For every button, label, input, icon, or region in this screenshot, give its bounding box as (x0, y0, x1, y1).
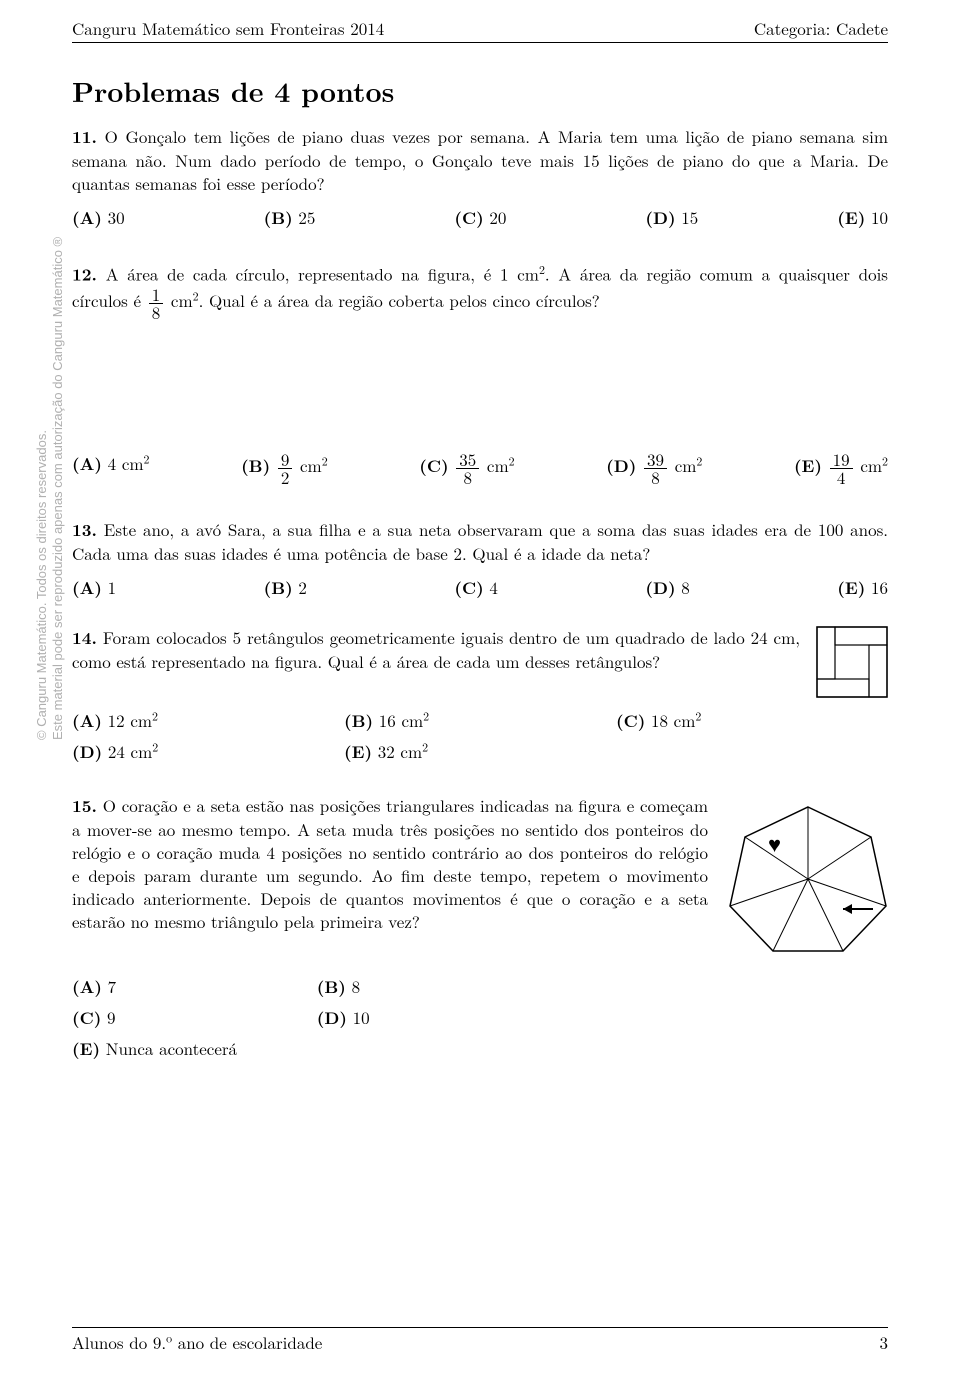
problem-14-options: (A) 12 cm2 (B) 16 cm2 (C) 18 cm2 (D) 24 … (72, 708, 888, 764)
section-title: Problemas de 4 pontos (72, 71, 888, 111)
header-right: Categoria: Cadete (754, 16, 888, 40)
problem-12-figure-space (72, 321, 888, 441)
problem-15: 15. O coração e a seta estão nas posiçõe… (72, 794, 708, 933)
problem-13: 13. Este ano, a avó Sara, a sua filha e … (72, 518, 888, 565)
opt-12-a: (A) 4 cm2 (72, 451, 149, 486)
opt-14-b: (B) 16 cm2 (344, 708, 616, 733)
problem-11-options: (A) 30 (B) 25 (C) 20 (D) 15 (E) 10 (72, 205, 888, 230)
problem-13-options: (A) 1 (B) 2 (C) 4 (D) 8 (E) 16 (72, 575, 888, 600)
problem-15-options: (A) 7 (B) 8 (C) 9 (D) 10 (E) Nunca acont… (72, 974, 562, 1061)
problem-11: 11. O Gonçalo tem lições de piano duas v… (72, 125, 888, 195)
problem-15-wrap: 15. O coração e a seta estão nas posiçõe… (72, 794, 888, 964)
footer-page-number: 3 (880, 1330, 889, 1354)
opt-13-e: (E) 16 (837, 575, 888, 600)
problem-14-figure (816, 626, 888, 698)
problem-15-figure: ♥ (728, 794, 888, 964)
opt-12-b: (B) 92 cm2 (241, 451, 328, 486)
opt-14-c: (C) 18 cm2 (616, 708, 888, 733)
opt-11-e: (E) 10 (837, 205, 888, 230)
problem-14-wrap: 14. Foram colocados 5 retângulos geometr… (72, 626, 888, 698)
page-header: Canguru Matemático sem Fronteiras 2014 C… (72, 0, 888, 40)
frac-1-8: 18 (149, 286, 164, 321)
copyright-vertical: © Canguru Matemático. Todos os direitos … (34, 237, 67, 740)
problem-15-text: O coração e a seta estão nas posições tr… (72, 793, 708, 933)
heart-icon: ♥ (768, 828, 781, 859)
footer-left: Alunos do 9.o ano de escolaridade (72, 1330, 322, 1354)
opt-12-c: (C) 358 cm2 (419, 451, 514, 486)
copyright-line-1: © Canguru Matemático. Todos os direitos … (34, 237, 50, 740)
copyright-line-2: Este material pode ser reproduzido apena… (50, 237, 66, 740)
problem-12-text-c: cm (165, 289, 192, 313)
problem-12-text-d: . Qual é a área da região coberta pelos … (199, 289, 600, 313)
problem-13-num: 13. (72, 518, 97, 542)
opt-11-a: (A) 30 (72, 205, 125, 230)
opt-13-c: (C) 4 (454, 575, 498, 600)
opt-13-d: (D) 8 (645, 575, 689, 600)
problem-14-text: Foram colocados 5 retângulos geometricam… (72, 625, 800, 673)
problem-11-text: O Gonçalo tem lições de piano duas vezes… (72, 124, 888, 195)
problem-15-num: 15. (72, 794, 97, 818)
opt-14-e: (E) 32 cm2 (344, 739, 616, 764)
opt-12-e: (E) 194 cm2 (794, 451, 888, 486)
opt-11-d: (D) 15 (645, 205, 698, 230)
problem-12: 12. A área de cada círculo, representado… (72, 262, 888, 322)
opt-13-a: (A) 1 (72, 575, 116, 600)
opt-15-a: (A) 7 (72, 974, 317, 999)
arrow-icon (843, 904, 873, 914)
opt-13-b: (B) 2 (264, 575, 307, 600)
opt-12-d: (D) 398 cm2 (606, 451, 702, 486)
page: Canguru Matemático sem Fronteiras 2014 C… (0, 0, 960, 1374)
problem-11-num: 11. (72, 125, 97, 149)
header-rule (72, 42, 888, 43)
header-left: Canguru Matemático sem Fronteiras 2014 (72, 16, 384, 40)
problem-14: 14. Foram colocados 5 retângulos geometr… (72, 626, 800, 673)
opt-11-c: (C) 20 (454, 205, 506, 230)
opt-11-b: (B) 25 (264, 205, 316, 230)
problem-13-text: Este ano, a avó Sara, a sua filha e a su… (72, 517, 888, 565)
problem-14-num: 14. (72, 626, 97, 650)
page-footer: Alunos do 9.o ano de escolaridade 3 (72, 1325, 888, 1354)
problem-12-options: (A) 4 cm2 (B) 92 cm2 (C) 358 cm2 (D) 398… (72, 451, 888, 486)
opt-15-b: (B) 8 (317, 974, 562, 999)
problem-12-num: 12. (72, 262, 97, 286)
problem-12-text-a: A área de cada círculo, representado na … (106, 261, 539, 285)
opt-15-c: (C) 9 (72, 1005, 317, 1030)
opt-15-d: (D) 10 (317, 1005, 562, 1030)
opt-15-e: (E) Nunca acontecerá (72, 1036, 562, 1061)
opt-14-d: (D) 24 cm2 (72, 739, 344, 764)
opt-14-a: (A) 12 cm2 (72, 708, 344, 733)
